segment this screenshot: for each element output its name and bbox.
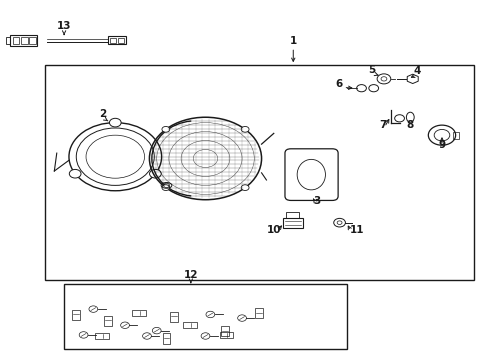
Bar: [255, 309, 263, 319]
Bar: [64, 284, 346, 348]
Circle shape: [162, 126, 169, 132]
Bar: [21, 37, 27, 44]
Bar: [29, 37, 36, 44]
Bar: [282, 218, 303, 228]
Text: 10: 10: [266, 225, 281, 235]
Text: 3: 3: [312, 197, 320, 206]
Text: 2: 2: [99, 109, 106, 119]
Bar: [44, 65, 473, 280]
Text: 1: 1: [289, 36, 296, 45]
Circle shape: [69, 170, 81, 178]
Bar: [183, 322, 196, 328]
Text: 11: 11: [349, 225, 363, 235]
Bar: [286, 212, 299, 218]
Text: 12: 12: [183, 270, 198, 280]
Text: 4: 4: [413, 66, 421, 76]
Bar: [132, 310, 145, 316]
Text: 13: 13: [57, 21, 71, 31]
Bar: [108, 36, 126, 44]
Bar: [221, 326, 228, 336]
Bar: [452, 132, 458, 139]
Bar: [10, 36, 37, 45]
Text: 5: 5: [368, 66, 375, 76]
Circle shape: [241, 126, 248, 132]
Bar: [95, 333, 109, 339]
Circle shape: [109, 118, 121, 127]
Bar: [13, 37, 19, 44]
Bar: [5, 37, 10, 44]
Bar: [110, 39, 116, 43]
Circle shape: [162, 185, 169, 190]
Bar: [72, 310, 80, 320]
Bar: [162, 333, 170, 343]
Bar: [118, 39, 123, 43]
Circle shape: [149, 170, 161, 178]
Circle shape: [241, 185, 248, 190]
Text: 6: 6: [334, 80, 342, 90]
Text: 7: 7: [378, 120, 386, 130]
Text: 8: 8: [406, 120, 413, 130]
Bar: [104, 316, 112, 325]
Bar: [169, 312, 177, 322]
Text: 9: 9: [438, 140, 445, 150]
Bar: [219, 332, 233, 338]
